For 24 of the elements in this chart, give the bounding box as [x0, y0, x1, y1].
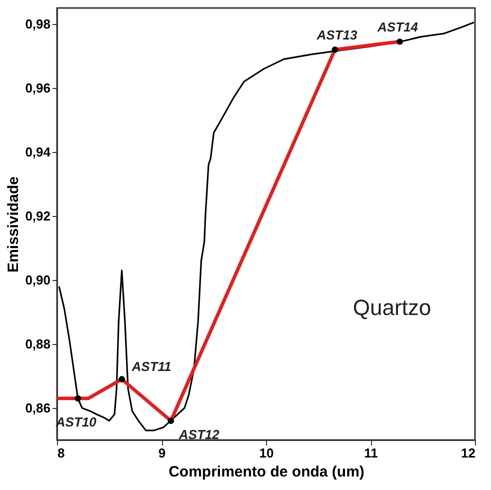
x-tick-label: 11 [364, 446, 378, 460]
point [396, 38, 403, 45]
annotation: AST14 [376, 20, 419, 35]
y-tick-label: 0,96 [25, 80, 50, 96]
y-axis-title: Emissividade [5, 176, 22, 272]
point [332, 46, 338, 53]
y-tick-label: 0,90 [25, 272, 50, 288]
annotation: AST11 [130, 359, 172, 374]
annotation: Quartzo [352, 295, 432, 320]
x-tick-label: 8 [58, 446, 65, 460]
y-tick-label: 0,94 [25, 144, 52, 160]
y-tick-label: 0,92 [25, 208, 50, 224]
x-tick-label: 9 [158, 446, 166, 460]
point [74, 395, 82, 402]
y-tick-label: 0,88 [25, 336, 50, 352]
point [118, 376, 125, 382]
x-tick-label: 10 [259, 446, 274, 460]
x-axis-title: Comprimento de onda (um) [168, 464, 364, 480]
y-tick-label: 0,86 [25, 400, 50, 416]
y-tick-label: 0,98 [25, 16, 50, 32]
annotation: AST12 [178, 426, 220, 442]
point [168, 418, 174, 424]
annotation: AST13 [316, 28, 358, 43]
x-tick-label: 12 [461, 446, 476, 460]
